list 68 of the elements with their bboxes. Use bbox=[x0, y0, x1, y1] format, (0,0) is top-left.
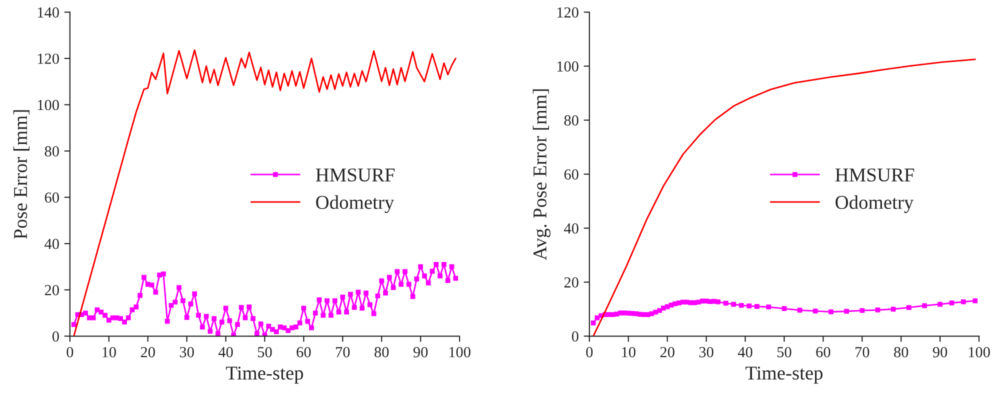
x-tick-label: 10 bbox=[622, 347, 636, 358]
x-tick-label: 40 bbox=[218, 347, 233, 358]
x-tick-label: 100 bbox=[968, 347, 990, 358]
y-tick-label: 20 bbox=[564, 277, 578, 288]
point bbox=[657, 308, 662, 313]
line-series bbox=[592, 58, 976, 336]
point bbox=[738, 302, 744, 308]
x-tick-label: 90 bbox=[932, 347, 948, 358]
x-tick-label: 40 bbox=[738, 347, 752, 358]
x-tick-label: 20 bbox=[660, 347, 674, 358]
x-tick-label: 90 bbox=[413, 347, 428, 358]
point bbox=[860, 308, 865, 313]
y-tick-label: 140 bbox=[38, 7, 59, 18]
point bbox=[731, 302, 736, 307]
x-tick-label: 80 bbox=[374, 347, 389, 358]
x-tick-label: 0 bbox=[66, 347, 74, 358]
y-tick-label: 120 bbox=[557, 7, 578, 18]
x-tick-label: 80 bbox=[894, 347, 908, 358]
x-tick-label: 50 bbox=[258, 347, 272, 358]
point bbox=[844, 308, 849, 314]
x-tick-label: 60 bbox=[816, 347, 830, 358]
y-tick-label: 100 bbox=[38, 100, 59, 110]
x-tick-label: 30 bbox=[180, 347, 194, 358]
point bbox=[716, 299, 720, 304]
point bbox=[906, 305, 912, 310]
point bbox=[961, 299, 966, 304]
y-tick-label: 60 bbox=[44, 192, 59, 203]
y-tick-label: 80 bbox=[564, 115, 578, 126]
legend-label: HMSURF bbox=[316, 168, 395, 182]
point bbox=[828, 309, 834, 314]
point bbox=[922, 303, 927, 308]
point bbox=[590, 320, 596, 326]
point bbox=[890, 306, 896, 312]
y-tick-label: 120 bbox=[38, 54, 59, 64]
line-series bbox=[73, 49, 456, 336]
point bbox=[938, 302, 942, 307]
point bbox=[746, 303, 752, 308]
y-tick-label: 20 bbox=[44, 285, 59, 296]
y-tick-label: 60 bbox=[564, 169, 578, 180]
y-axis-title: Pose Error [mm] bbox=[13, 110, 30, 239]
legend-label: Odometry bbox=[836, 195, 914, 213]
y-tick-label: 40 bbox=[44, 238, 59, 250]
x-tick-label: 70 bbox=[856, 347, 870, 358]
x-tick-label: 0 bbox=[586, 347, 593, 358]
y-tick-label: 100 bbox=[557, 61, 578, 72]
y-tick-label: 80 bbox=[44, 146, 59, 156]
point bbox=[766, 304, 772, 310]
point bbox=[812, 308, 818, 314]
point bbox=[949, 300, 954, 306]
y-tick-label: 40 bbox=[564, 223, 578, 234]
legend-label: Odometry bbox=[316, 195, 394, 213]
point bbox=[782, 306, 787, 312]
x-axis-title: Time-step bbox=[226, 366, 304, 384]
y-tick-label: 0 bbox=[52, 331, 59, 342]
x-tick-label: 20 bbox=[140, 347, 155, 358]
x-tick-label: 10 bbox=[102, 347, 116, 358]
x-tick-label: 50 bbox=[777, 347, 792, 358]
y-tick-label: 0 bbox=[572, 331, 578, 342]
x-tick-label: 30 bbox=[699, 347, 714, 358]
legend-label: HMSURF bbox=[835, 168, 914, 182]
point bbox=[875, 308, 880, 312]
point bbox=[972, 298, 978, 304]
x-tick-label: 70 bbox=[336, 347, 350, 358]
x-tick-label: 100 bbox=[449, 347, 470, 358]
x-axis-title: Time-step bbox=[745, 366, 823, 384]
y-axis-title: Avg. Pose Error [mm] bbox=[532, 89, 551, 260]
x-tick-label: 60 bbox=[296, 347, 311, 358]
point bbox=[754, 304, 760, 309]
